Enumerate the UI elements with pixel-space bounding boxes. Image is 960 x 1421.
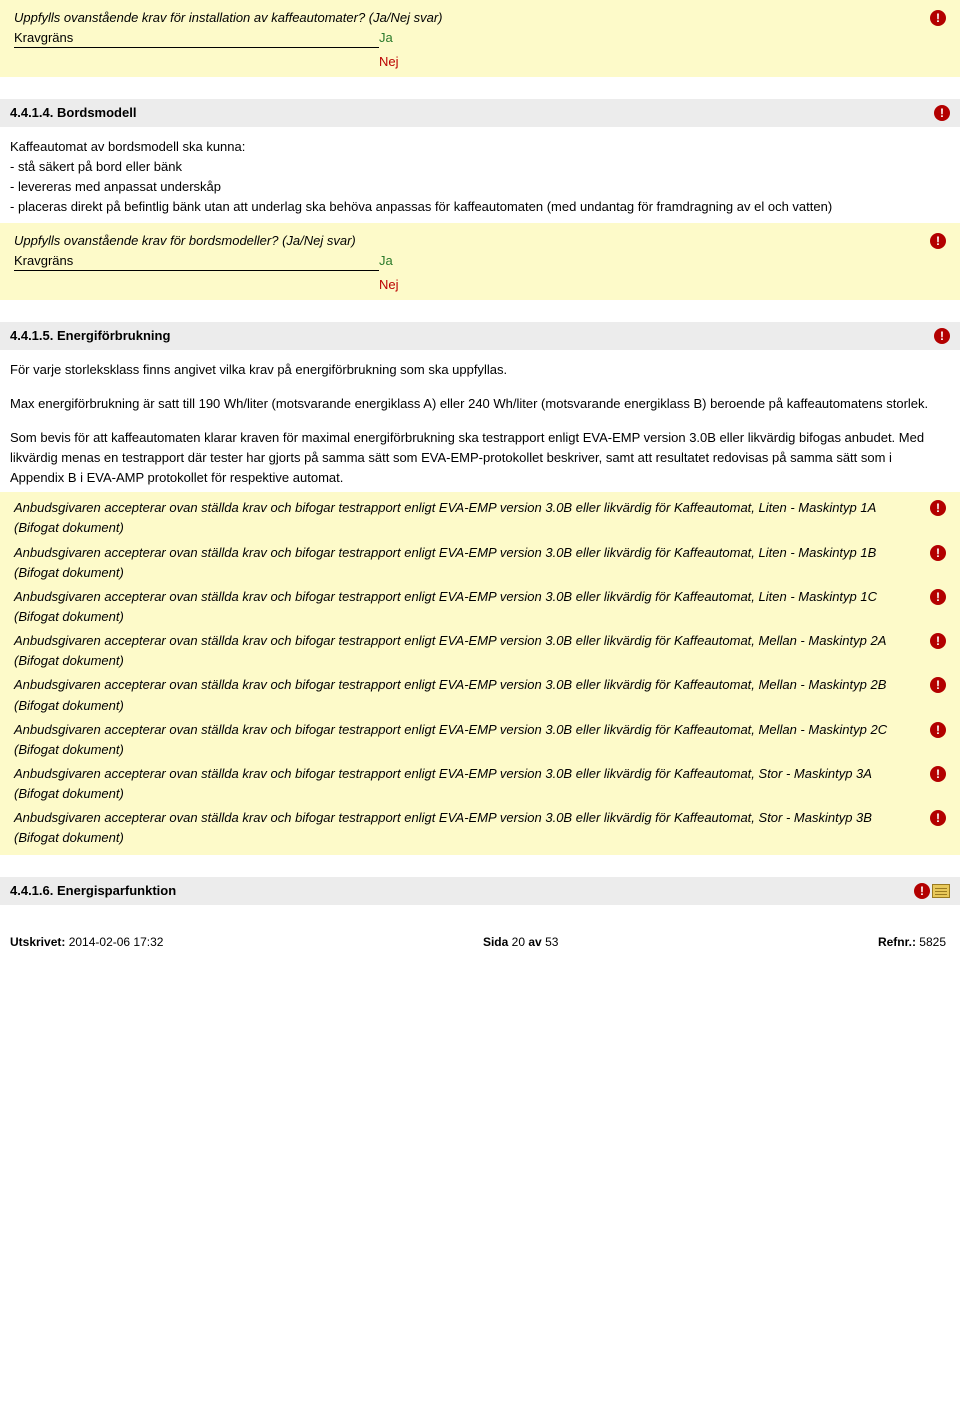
attachment-item: Anbudsgivaren accepterar ovan ställda kr… (14, 808, 946, 848)
intro-text: Kaffeautomat av bordsmodell ska kunna: (10, 137, 946, 157)
question-box-bordsmodell: Uppfylls ovanstående krav för bordsmodel… (0, 223, 960, 300)
question-text: Uppfylls ovanstående krav för bordsmodel… (14, 231, 916, 251)
answer-ja: Ja (379, 30, 393, 45)
answer-ja: Ja (379, 253, 393, 268)
page-current: 20 (512, 935, 525, 949)
section-header-4414: 4.4.1.4. Bordsmodell ! (0, 99, 960, 127)
footer-utskrivet: Utskrivet: 2014-02-06 17:32 (10, 935, 163, 949)
section-header-4416: 4.4.1.6. Energisparfunktion ! (0, 877, 960, 905)
refnr-label: Refnr.: (878, 935, 916, 949)
bullet: - stå säkert på bord eller bänk (10, 157, 946, 177)
alert-icon: ! (930, 545, 946, 561)
section-title: Bordsmodell (57, 105, 136, 120)
attachment-item: Anbudsgivaren accepterar ovan ställda kr… (14, 543, 946, 583)
attachment-text: Anbudsgivaren accepterar ovan ställda kr… (14, 631, 916, 671)
alert-icon: ! (934, 105, 950, 121)
alert-icon: ! (930, 677, 946, 693)
attachment-text: Anbudsgivaren accepterar ovan ställda kr… (14, 587, 916, 627)
section-title: Energisparfunktion (57, 883, 176, 898)
alert-icon: ! (914, 883, 930, 899)
attachment-text: Anbudsgivaren accepterar ovan ställda kr… (14, 720, 916, 760)
attachment-item: Anbudsgivaren accepterar ovan ställda kr… (14, 764, 946, 804)
section-num: 4.4.1.4. (10, 105, 53, 120)
attachment-text: Anbudsgivaren accepterar ovan ställda kr… (14, 498, 916, 538)
alert-icon: ! (930, 233, 946, 249)
alert-icon: ! (930, 589, 946, 605)
paragraph: Max energiförbrukning är satt till 190 W… (10, 394, 946, 414)
paragraph: För varje storleksklass finns angivet vi… (10, 360, 946, 380)
bullet: - placeras direkt på befintlig bänk utan… (10, 197, 946, 217)
alert-icon: ! (930, 500, 946, 516)
alert-icon: ! (930, 633, 946, 649)
section-body-4414: Kaffeautomat av bordsmodell ska kunna: -… (0, 127, 960, 218)
note-icon (932, 884, 950, 898)
section-num: 4.4.1.6. (10, 883, 53, 898)
alert-icon: ! (930, 766, 946, 782)
answer-nej: Nej (379, 54, 946, 69)
section-num: 4.4.1.5. (10, 328, 53, 343)
question-text: Uppfylls ovanstående krav för installati… (14, 8, 916, 28)
kravgrans-label: Kravgräns (14, 30, 379, 48)
kravgrans-label: Kravgräns (14, 253, 379, 271)
refnr-value: 5825 (919, 935, 946, 949)
section-body-4415: För varje storleksklass finns angivet vi… (0, 350, 960, 489)
attachment-item: Anbudsgivaren accepterar ovan ställda kr… (14, 587, 946, 627)
footer-sida: Sida 20 av 53 (483, 935, 558, 949)
attachment-list-box: Anbudsgivaren accepterar ovan ställda kr… (0, 492, 960, 854)
attachment-text: Anbudsgivaren accepterar ovan ställda kr… (14, 808, 916, 848)
footer-refnr: Refnr.: 5825 (878, 935, 946, 949)
bullet: - levereras med anpassat underskåp (10, 177, 946, 197)
question-box-installation: Uppfylls ovanstående krav för installati… (0, 0, 960, 77)
utskrivet-value: 2014-02-06 17:32 (69, 935, 164, 949)
paragraph: Som bevis för att kaffeautomaten klarar … (10, 428, 946, 488)
alert-icon: ! (930, 722, 946, 738)
attachment-text: Anbudsgivaren accepterar ovan ställda kr… (14, 543, 916, 583)
utskrivet-label: Utskrivet: (10, 935, 65, 949)
alert-icon: ! (934, 328, 950, 344)
attachment-item: Anbudsgivaren accepterar ovan ställda kr… (14, 498, 946, 538)
attachment-item: Anbudsgivaren accepterar ovan ställda kr… (14, 631, 946, 671)
attachment-text: Anbudsgivaren accepterar ovan ställda kr… (14, 764, 916, 804)
section-title: Energiförbrukning (57, 328, 170, 343)
page-footer: Utskrivet: 2014-02-06 17:32 Sida 20 av 5… (0, 905, 960, 959)
attachment-item: Anbudsgivaren accepterar ovan ställda kr… (14, 675, 946, 715)
attachment-item: Anbudsgivaren accepterar ovan ställda kr… (14, 720, 946, 760)
av-label: av (528, 935, 541, 949)
page-total: 53 (545, 935, 558, 949)
alert-icon: ! (930, 10, 946, 26)
sida-label: Sida (483, 935, 508, 949)
alert-icon: ! (930, 810, 946, 826)
answer-nej: Nej (379, 277, 946, 292)
section-header-4415: 4.4.1.5. Energiförbrukning ! (0, 322, 960, 350)
attachment-text: Anbudsgivaren accepterar ovan ställda kr… (14, 675, 916, 715)
